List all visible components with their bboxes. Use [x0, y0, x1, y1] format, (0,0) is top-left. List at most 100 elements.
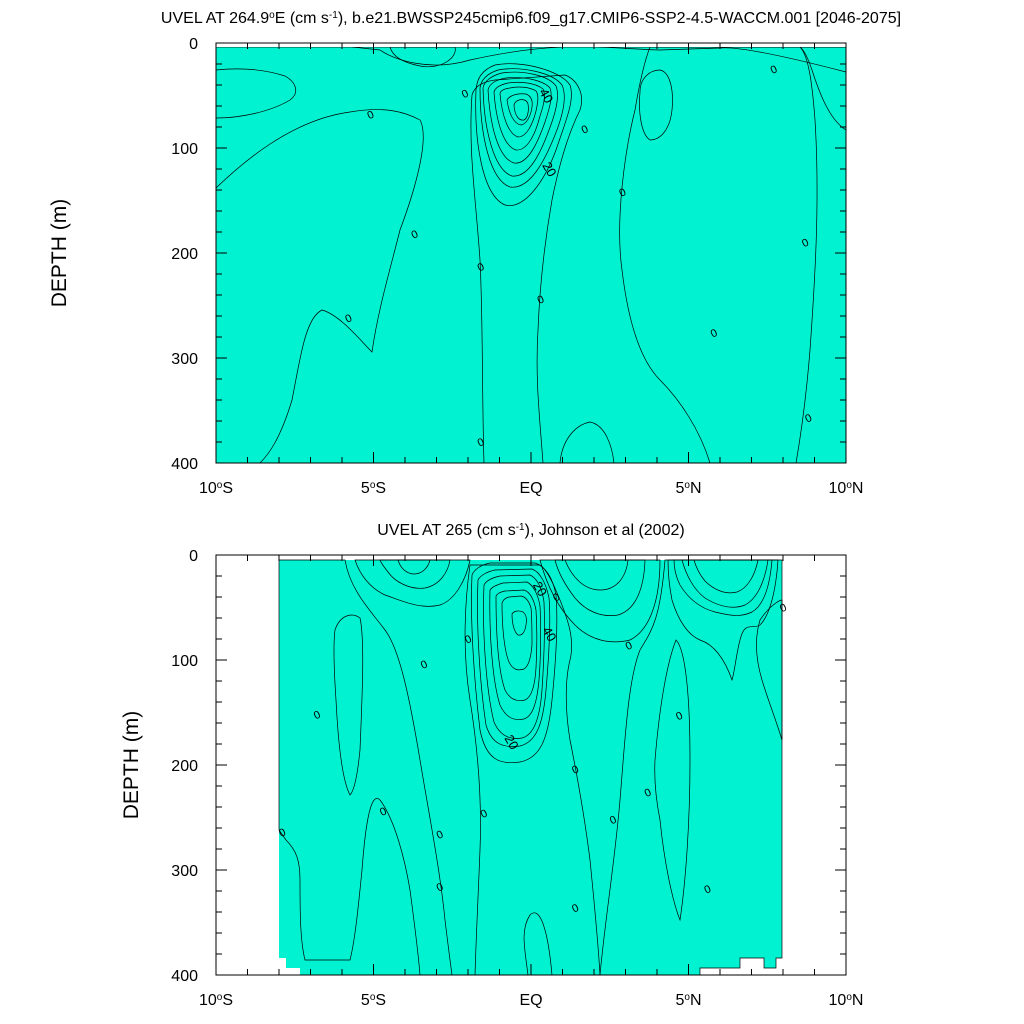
top-zero-contour-label: 0: [800, 237, 811, 250]
bottom-zero-contour-label: 0: [778, 602, 789, 615]
top-zero-contour-label: 0: [410, 228, 421, 241]
top-panel: UVEL AT 264.9oE (cm s-1), b.e21.BWSSP245…: [48, 10, 901, 498]
bottom-zero-contour-label: 0: [570, 902, 581, 915]
bottom-zero-contour-label: 0: [419, 658, 430, 671]
bottom-east-yellow: [681, 559, 769, 608]
bottom-east-lime: [667, 559, 779, 682]
bottom-contour-value-label: 40: [539, 624, 559, 644]
top-zero-contour-label: 0: [769, 63, 780, 76]
top-field-background: [216, 43, 846, 463]
bottom-x-tick-label: 10oN: [829, 992, 864, 1010]
bottom-zero-contour-label: 0: [551, 591, 562, 604]
bottom-east-gold: [693, 559, 759, 594]
bottom-zero-contour-label: 0: [479, 807, 490, 820]
top-wuc-yellow: [482, 71, 558, 177]
bottom-data-domain: [279, 560, 782, 975]
top-x-tick-label: 10oS: [199, 480, 233, 498]
bottom-zero-contour-label: 0: [643, 786, 654, 799]
bottom-panel: UVEL AT 265 (cm s-1), Johnson et al (200…: [120, 522, 863, 1010]
bottom-surface-deepblue-east: [564, 559, 629, 591]
bottom-wuc-light-orange: [495, 589, 538, 702]
top-zero-contour-label: 0: [536, 293, 547, 306]
bottom-surface-blue-east: [539, 559, 661, 643]
top-wuc-core: [513, 99, 529, 121]
top-wuc-dark-orange: [506, 93, 533, 126]
bottom-surface-cyan-west: [379, 559, 451, 589]
bottom-y-tick-label: 100: [171, 653, 198, 670]
top-x-tick-label: 5oS: [361, 480, 386, 498]
top-x-tick-label: 10oN: [829, 480, 864, 498]
top-wuc-gold: [487, 77, 552, 164]
bottom-wuc-dark-orange: [511, 610, 527, 636]
bottom-east-green-column: [599, 559, 783, 975]
bottom-wuc-yellow-green: [477, 568, 551, 747]
top-east-lime-blob: [639, 69, 673, 141]
bottom-surface-blue-west: [354, 559, 471, 607]
bottom-surface-deepblue-west: [397, 559, 431, 575]
bottom-y-tick-label: 400: [171, 968, 198, 985]
top-contour-field: 40 20 0 0 0 0 0 0 0 0 0 0 0 0 0: [216, 43, 846, 463]
bottom-zero-contour-label: 0: [463, 633, 474, 646]
top-y-axis-label: DEPTH (m): [48, 199, 71, 308]
top-deep-green-lobe: [559, 421, 615, 463]
top-zero-contour-label: 0: [476, 261, 487, 274]
bottom-east-teal-right: [756, 599, 783, 741]
bottom-wuc-orange: [501, 595, 533, 671]
bottom-x-tick-label: EQ: [519, 992, 542, 1009]
top-zero-contour-label: 0: [476, 436, 487, 449]
bottom-zero-contour-label: 0: [624, 639, 635, 652]
top-west-green-lens: [216, 68, 297, 119]
top-y-tick-label: 300: [171, 351, 198, 368]
bottom-contour-value-label: 20: [502, 732, 522, 752]
bottom-zero-contour-label: 0: [570, 763, 581, 776]
top-x-tick-label: 5oN: [675, 480, 701, 498]
top-zero-contour-label: 0: [803, 412, 814, 425]
top-y-tick-label: 0: [189, 36, 198, 53]
top-zero-contour-label: 0: [709, 327, 720, 340]
top-west-green-body: [216, 109, 424, 463]
bottom-zero-contour-label: 0: [608, 814, 619, 827]
bottom-y-axis-label: DEPTH (m): [120, 711, 143, 820]
top-x-tick-label: EQ: [519, 480, 542, 497]
top-wuc-lime: [475, 63, 572, 206]
bottom-zero-contour-label: 0: [312, 709, 323, 722]
top-y-tick-label: 100: [171, 141, 198, 158]
top-zero-contour-label: 0: [460, 88, 471, 101]
bottom-eq-green-column: [464, 564, 601, 975]
top-zero-contour-label: 0: [580, 123, 591, 136]
top-y-tick-label: 400: [171, 456, 198, 473]
top-east-green-body: [619, 46, 818, 463]
bottom-y-tick-label: 200: [171, 758, 198, 775]
bottom-east-yellow-green: [673, 559, 773, 616]
bottom-y-tick-label: 0: [189, 548, 198, 565]
bottom-wuc-gold: [489, 581, 542, 720]
top-zero-contour-label: 0: [343, 312, 354, 325]
bottom-panel-title: UVEL AT 265 (cm s-1), Johnson et al (200…: [377, 522, 684, 540]
bottom-zero-contour-label: 0: [703, 883, 714, 896]
bottom-zero-contour-label: 0: [674, 710, 685, 723]
bottom-contour-value-label: 20: [530, 579, 550, 599]
top-wuc-orange: [499, 86, 539, 138]
top-wuc-yellow-green: [479, 68, 565, 188]
top-contour-labels: 40 20 0 0 0 0 0 0 0 0 0 0 0 0 0: [343, 63, 814, 449]
bottom-x-tick-label: 5oS: [361, 992, 386, 1010]
bottom-west-lime-column: [333, 614, 364, 796]
bottom-x-tick-label: 5oN: [675, 992, 701, 1010]
top-zero-contour-label: 0: [365, 109, 376, 122]
bottom-zero-contour-label: 0: [435, 881, 446, 894]
top-eq-green-column: [470, 74, 582, 463]
bottom-wuc-lime: [471, 562, 558, 764]
top-contour-value-label: 20: [539, 159, 559, 179]
bottom-x-tick-label: 10oS: [199, 992, 233, 1010]
top-contour-value-label: 40: [536, 86, 556, 106]
bottom-y-tick-label: 300: [171, 863, 198, 880]
top-y-tick-label: 200: [171, 246, 198, 263]
top-panel-title: UVEL AT 264.9oE (cm s-1), b.e21.BWSSP245…: [161, 10, 901, 28]
bottom-surface-cyan-east: [554, 559, 646, 616]
bottom-west-green-column: [278, 559, 453, 975]
bottom-east-teal-gap: [654, 639, 691, 922]
